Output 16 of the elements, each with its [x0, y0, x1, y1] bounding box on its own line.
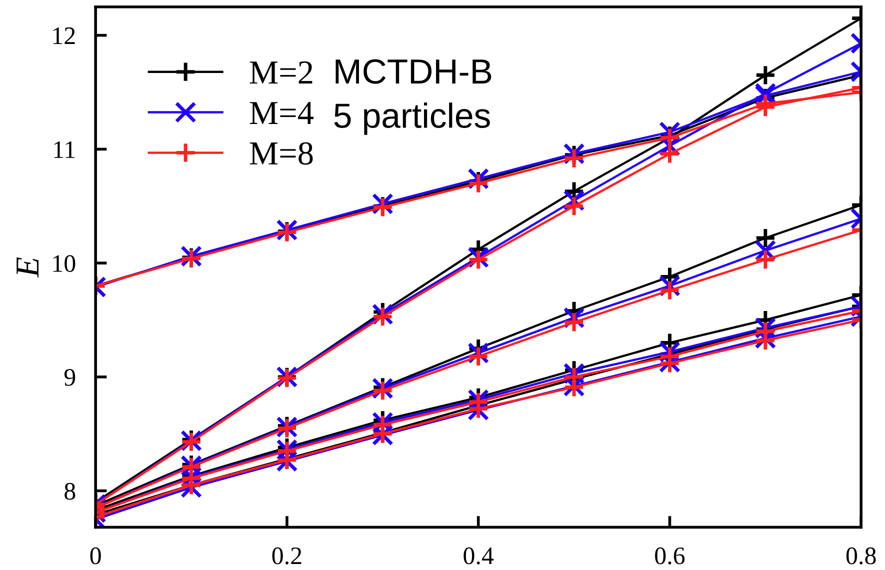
- y-tick-label: 12: [53, 27, 75, 44]
- x-tick-label: 0.4: [464, 547, 494, 564]
- legend-label: M=2: [250, 61, 312, 84]
- y-tick-label: 8: [64, 482, 76, 500]
- y-axis-title: E: [16, 257, 38, 278]
- legend-label: M=4: [250, 102, 314, 124]
- x-tick-label: 0.2: [272, 547, 302, 564]
- legend-label: M=8: [250, 142, 313, 165]
- y-tick-label: 10: [53, 255, 76, 272]
- y-tick-label: 9: [64, 369, 76, 386]
- x-tick-label: 0.8: [846, 547, 876, 564]
- annotation: MCTDH-B: [336, 59, 492, 84]
- x-tick-label: 0.6: [655, 547, 685, 564]
- annotation: 5 particles: [334, 102, 490, 135]
- y-tick-label: 11: [54, 141, 75, 158]
- x-tick-label: 0: [90, 547, 101, 564]
